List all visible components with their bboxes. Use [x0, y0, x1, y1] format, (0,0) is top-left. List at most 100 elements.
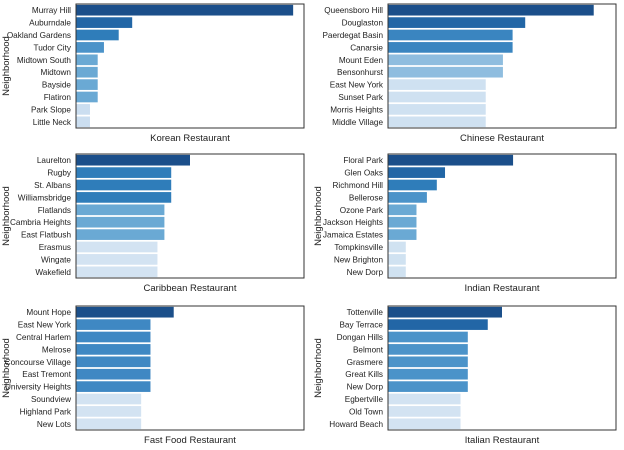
- plot-frame: [75, 3, 305, 129]
- bar: [388, 91, 486, 103]
- bar: [388, 216, 417, 228]
- bar: [76, 104, 90, 115]
- tick-label: Park Slope: [31, 105, 71, 114]
- bar: [388, 54, 503, 66]
- tick-label: Midtown South: [17, 56, 72, 65]
- bar: [76, 42, 104, 53]
- tick-label: Erasmus: [39, 243, 71, 252]
- tick-label: East New York: [330, 81, 384, 90]
- plot-frame: [75, 305, 305, 431]
- tick-label: Richmond Hill: [332, 181, 383, 190]
- y-axis-label: Neighborhood: [1, 186, 12, 246]
- bar: [76, 66, 98, 78]
- tick-label: New Lots: [37, 420, 71, 429]
- tick-label: Bayside: [42, 81, 72, 90]
- tick-label: Ozone Park: [340, 206, 384, 215]
- bar: [76, 319, 151, 330]
- bar: [388, 393, 461, 405]
- plot-frame: [75, 153, 305, 279]
- tick-label: Jamaica Estates: [323, 231, 383, 240]
- tick-label: Old Town: [349, 407, 383, 416]
- tick-label: Murray Hill: [32, 6, 71, 15]
- tick-label: Cambria Heights: [10, 218, 71, 227]
- chart-panel-2: Queensboro Hill Douglaston Paerdegat Basin…: [322, 3, 617, 144]
- tick-label: University Heights: [5, 383, 71, 392]
- tick-label: Williamsbridge: [18, 193, 72, 202]
- tick-label: Highland Park: [20, 407, 72, 416]
- tick-label: Oakland Gardens: [7, 31, 71, 40]
- bar: [388, 4, 594, 16]
- tick-label: New Dorp: [347, 383, 384, 392]
- tick-label: Flatlands: [38, 206, 71, 215]
- tick-label: Glen Oaks: [344, 169, 383, 178]
- bar: [76, 229, 165, 240]
- bar: [76, 167, 172, 178]
- bar: [388, 241, 406, 253]
- bar: [388, 29, 513, 41]
- tick-label: Auburndale: [29, 19, 71, 28]
- bar: [76, 17, 133, 28]
- bar: [388, 42, 513, 53]
- bar: [388, 266, 406, 278]
- plot-frame: [387, 305, 617, 431]
- tick-label: Midtown: [41, 68, 72, 77]
- bar: [388, 154, 514, 166]
- tick-label: Wakefield: [35, 268, 71, 277]
- bar: [388, 116, 486, 128]
- bar: [388, 306, 502, 318]
- tick-label: Morris Heights: [330, 105, 383, 114]
- bar: [388, 204, 417, 216]
- tick-label: Laurelton: [37, 156, 72, 165]
- bar: [388, 381, 468, 392]
- bar: [388, 406, 461, 417]
- plot-frame: [387, 3, 617, 129]
- tick-label: Paerdegat Basin: [322, 31, 383, 40]
- chart-panel-3: Laurelton Rugby St. Albans Williamsbridge Fl…: [1, 153, 305, 294]
- tick-label: Egbertville: [345, 395, 384, 404]
- bar: [76, 331, 151, 343]
- bar: [76, 306, 174, 318]
- bar: [388, 192, 427, 203]
- x-axis-label: Chinese Restaurant: [460, 133, 544, 144]
- bar: [76, 418, 142, 430]
- bar: [76, 393, 142, 405]
- tick-label: Floral Park: [343, 156, 383, 165]
- bar: [76, 406, 142, 417]
- tick-label: Tottenville: [347, 308, 384, 317]
- tick-label: Melrose: [42, 345, 72, 354]
- x-axis-label: Caribbean Restaurant: [144, 283, 237, 294]
- bar: [76, 116, 90, 128]
- tick-label: Tudor City: [34, 43, 72, 52]
- bar: [76, 204, 165, 216]
- bar: [76, 356, 151, 368]
- tick-label: Mount Hope: [26, 308, 71, 317]
- tick-label: Canarsie: [350, 43, 383, 52]
- tick-label: Sunset Park: [338, 93, 384, 102]
- bar: [76, 266, 158, 278]
- plot-frame: [387, 153, 617, 279]
- tick-label: Rugby: [47, 169, 72, 178]
- tick-label: Bensonhurst: [337, 68, 384, 77]
- x-axis-label: Korean Restaurant: [150, 133, 230, 144]
- bar: [76, 4, 294, 16]
- tick-label: East New York: [18, 321, 72, 330]
- bar: [388, 179, 437, 191]
- tick-label: Mount Eden: [339, 56, 384, 65]
- tick-label: Jackson Heights: [323, 218, 383, 227]
- bar: [76, 216, 165, 228]
- tick-label: St. Albans: [34, 181, 71, 190]
- tick-label: Flatiron: [44, 93, 72, 102]
- tick-label: Bay Terrace: [339, 321, 383, 330]
- bar: [76, 368, 151, 380]
- tick-label: Tompkinsville: [334, 243, 383, 252]
- bar: [76, 344, 151, 355]
- bar: [76, 79, 98, 90]
- tick-label: Queensboro Hill: [324, 6, 383, 15]
- tick-label: New Brighton: [334, 255, 384, 264]
- tick-label: Bellerose: [349, 193, 384, 202]
- tick-label: East Tremont: [22, 370, 71, 379]
- bar: [76, 29, 119, 41]
- bar: [388, 17, 526, 28]
- chart-panel-4: Floral Park Glen Oaks Richmond Hill Bellero…: [313, 153, 617, 294]
- bar: [76, 254, 158, 265]
